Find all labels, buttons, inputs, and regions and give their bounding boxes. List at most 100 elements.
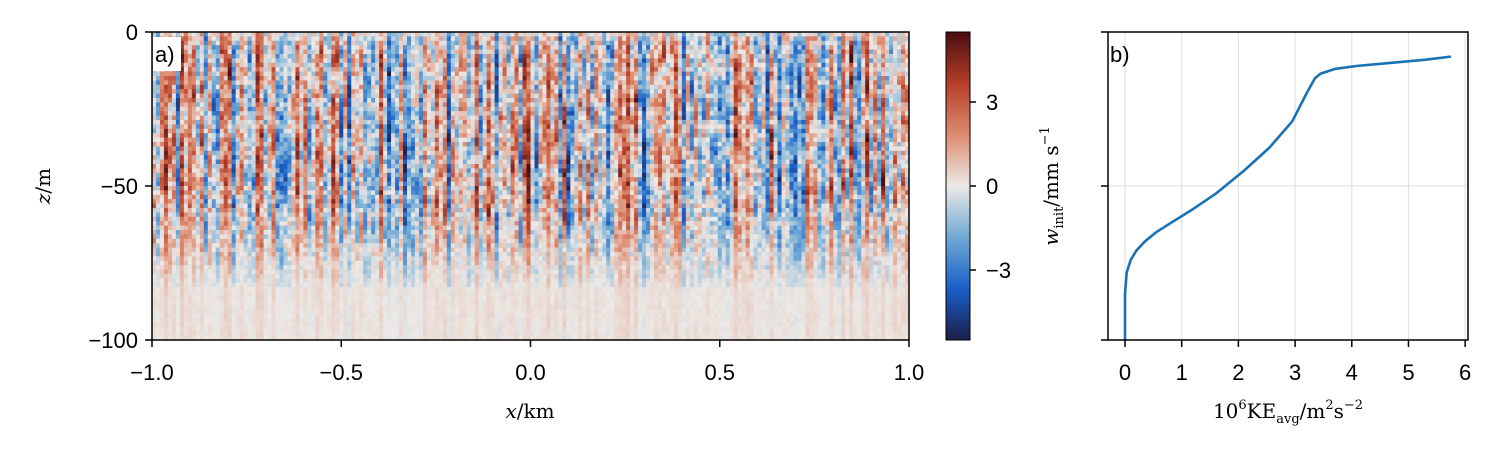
heatmap-cell bbox=[315, 93, 320, 99]
heatmap-cell bbox=[295, 62, 301, 68]
heatmap-cell bbox=[781, 128, 787, 134]
heatmap-cell bbox=[630, 93, 635, 99]
heatmap-cell bbox=[271, 71, 277, 77]
heatmap-cell bbox=[542, 67, 548, 73]
heatmap-cell bbox=[550, 80, 555, 86]
heatmap-cell bbox=[339, 115, 344, 121]
heatmap-cell bbox=[215, 84, 221, 90]
heatmap-cell bbox=[371, 71, 376, 77]
heatmap-cell bbox=[749, 93, 755, 99]
heatmap-cell bbox=[418, 137, 424, 143]
heatmap-cell bbox=[562, 124, 567, 130]
heatmap-cell bbox=[422, 58, 428, 64]
heatmap-cell bbox=[825, 133, 830, 139]
heatmap-cell bbox=[307, 36, 312, 42]
heatmap-cell bbox=[203, 84, 209, 90]
heatmap-cell bbox=[833, 36, 838, 42]
heatmap-cell bbox=[582, 120, 587, 125]
heatmap-cell bbox=[347, 120, 352, 125]
heatmap-cell bbox=[179, 80, 185, 86]
heatmap-cell bbox=[606, 128, 611, 134]
heatmap-cell bbox=[462, 84, 468, 90]
heatmap-cell bbox=[654, 120, 659, 125]
heatmap-cell bbox=[259, 36, 265, 42]
heatmap-cell bbox=[673, 76, 679, 81]
heatmap-cell bbox=[251, 49, 257, 55]
heatmap-cell bbox=[657, 62, 663, 68]
heatmap-cell bbox=[406, 115, 412, 121]
heatmap-cell bbox=[769, 89, 775, 95]
heatmap-cell bbox=[901, 40, 906, 46]
heatmap-cell bbox=[275, 67, 281, 73]
heatmap-cell bbox=[813, 115, 818, 121]
heatmap-cell bbox=[538, 58, 544, 64]
heatmap-cell bbox=[685, 58, 691, 64]
heatmap-cell bbox=[773, 128, 779, 134]
heatmap-cell bbox=[275, 71, 281, 77]
heatmap-cell bbox=[454, 84, 460, 90]
heatmap-cell bbox=[454, 93, 460, 99]
heatmap-cell bbox=[283, 71, 289, 77]
heatmap-cell bbox=[255, 106, 261, 112]
heatmap-cell bbox=[454, 115, 460, 121]
heatmap-cell bbox=[737, 32, 743, 37]
heatmap-cell bbox=[327, 115, 332, 121]
heatmap-cell bbox=[474, 58, 480, 64]
heatmap-cell bbox=[829, 89, 834, 95]
heatmap-cell bbox=[709, 71, 715, 77]
heatmap-cell bbox=[861, 62, 866, 68]
heatmap-cell bbox=[414, 67, 420, 73]
heatmap-cell bbox=[327, 45, 332, 51]
heatmap-cell bbox=[195, 67, 201, 73]
heatmap-cell bbox=[582, 106, 587, 112]
heatmap-cell bbox=[697, 54, 703, 59]
heatmap-cell bbox=[518, 54, 524, 59]
heatmap-cell bbox=[777, 84, 783, 90]
heatmap-cell bbox=[223, 106, 229, 112]
heatmap-cell bbox=[323, 98, 328, 103]
heatmap-cell bbox=[387, 54, 392, 59]
heatmap-cell bbox=[171, 102, 177, 108]
heatmap-cell bbox=[797, 102, 803, 108]
heatmap-cell bbox=[434, 142, 440, 147]
heatmap-cell bbox=[506, 124, 512, 130]
heatmap-cell bbox=[343, 80, 348, 86]
heatmap-cell bbox=[845, 111, 850, 117]
heatmap-cell bbox=[163, 84, 169, 90]
heatmap-cell bbox=[231, 133, 237, 139]
heatmap-cell bbox=[574, 98, 579, 103]
heatmap-cell bbox=[355, 98, 360, 103]
heatmap-cell bbox=[689, 115, 695, 121]
heatmap-cell bbox=[853, 76, 858, 81]
heatmap-cell bbox=[578, 137, 583, 143]
heatmap-cell bbox=[251, 84, 257, 90]
heatmap-cell bbox=[403, 58, 408, 64]
heatmap-cell bbox=[414, 36, 420, 42]
heatmap-cell bbox=[630, 128, 635, 134]
heatmap-cell bbox=[307, 128, 312, 134]
heatmap-cell bbox=[187, 62, 193, 68]
heatmap-cell bbox=[849, 89, 854, 95]
heatmap-cell bbox=[737, 89, 743, 95]
heatmap-cell bbox=[442, 106, 448, 112]
heatmap-cell bbox=[729, 102, 735, 108]
heatmap-cell bbox=[614, 80, 619, 86]
heatmap-cell bbox=[287, 62, 293, 68]
heatmap-cell bbox=[303, 62, 308, 68]
heatmap-cell bbox=[482, 58, 488, 64]
heatmap-cell bbox=[849, 40, 854, 46]
heatmap-cell bbox=[546, 128, 552, 134]
heatmap-cell bbox=[458, 80, 464, 86]
heatmap-cell bbox=[805, 106, 810, 112]
heatmap-cell bbox=[590, 40, 595, 46]
heatmap-cell bbox=[873, 32, 878, 37]
heatmap-cell bbox=[657, 84, 663, 90]
heatmap-cell bbox=[801, 111, 807, 117]
heatmap-cell bbox=[183, 62, 189, 68]
heatmap-cell bbox=[721, 80, 727, 86]
heatmap-cell bbox=[901, 115, 906, 121]
heatmap-cell bbox=[717, 98, 723, 103]
heatmap-cell bbox=[853, 89, 858, 95]
heatmap-cell bbox=[502, 137, 508, 143]
heatmap-cell bbox=[494, 36, 500, 42]
